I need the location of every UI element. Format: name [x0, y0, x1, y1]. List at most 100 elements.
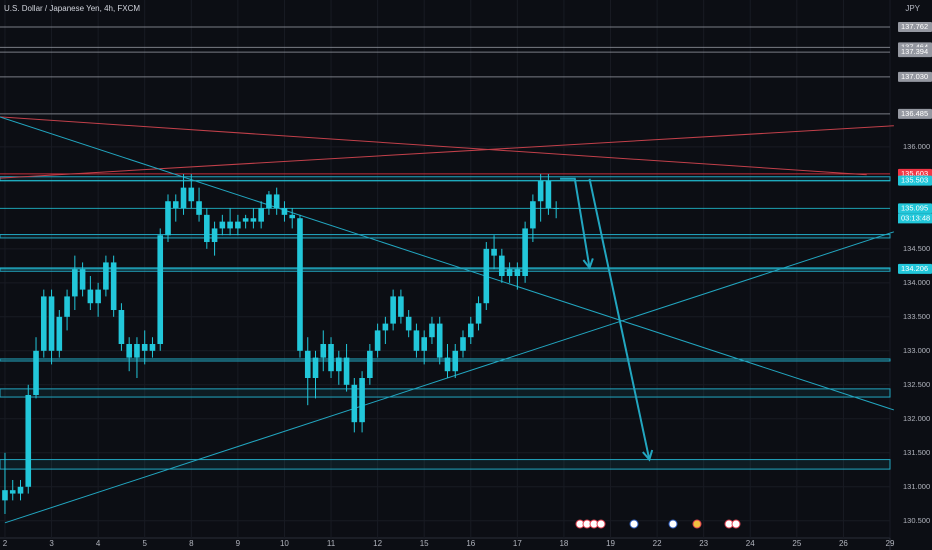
event-icon [731, 519, 741, 529]
x-tick-label: 17 [513, 539, 522, 548]
price-label-box [898, 203, 932, 214]
y-tick-label: 131.500 [903, 448, 930, 457]
price-axis: 2 3 4 5 8 9 10 11 12 15 16 17 18 19 22 23 24 25 26 29136.00… [3, 22, 932, 548]
x-tick-label: 11 [327, 539, 336, 548]
candle-body [235, 221, 241, 229]
candle-body [289, 214, 296, 219]
price-label: 137.394 [901, 47, 928, 56]
candle-body [483, 248, 490, 304]
candle-body [382, 323, 389, 331]
x-tick-label: 4 [96, 539, 101, 548]
zone [0, 388, 891, 398]
y-tick-label: 136.000 [903, 142, 930, 151]
event-icon [692, 519, 702, 529]
candle-body [522, 228, 528, 277]
trend-line [0, 116, 867, 176]
candle-body [444, 357, 451, 372]
candle-body [87, 289, 94, 304]
candle-body [506, 269, 513, 277]
candle-body [188, 187, 195, 202]
candle-body [405, 316, 412, 331]
candle-body [359, 377, 365, 423]
candle-body [452, 350, 459, 372]
event-icons [575, 519, 741, 529]
x-tick-label: 19 [606, 539, 615, 548]
y-tick-label: 134.500 [903, 244, 930, 253]
candle-body [491, 248, 497, 256]
zone [0, 234, 891, 239]
candle-body [421, 337, 427, 351]
candle-body [157, 235, 164, 345]
price-label-box [898, 263, 932, 274]
candle-body [281, 208, 288, 215]
event-icon [596, 519, 606, 529]
x-tick-label: 16 [466, 539, 475, 548]
price-label-box [898, 47, 932, 58]
x-tick-label: 22 [653, 539, 662, 548]
candle-body [2, 490, 8, 501]
candle-body [351, 384, 358, 423]
candle-body [304, 350, 311, 378]
y-tick-label: 130.500 [903, 516, 930, 525]
candle-body [17, 486, 24, 494]
candle-body [273, 194, 280, 209]
candle-body [266, 194, 272, 209]
plot [0, 26, 895, 524]
event-icon [629, 519, 639, 529]
candle-body [436, 323, 443, 358]
price-label: 135.603 [901, 169, 928, 178]
candle-body [48, 296, 55, 351]
candle-body [126, 344, 132, 358]
x-tick-label: 26 [839, 539, 848, 548]
candle-body [118, 310, 125, 345]
y-tick-label: 132.000 [903, 414, 930, 423]
arrow [560, 177, 591, 269]
countdown: 03:13:48 [901, 213, 930, 222]
candle-body [25, 394, 32, 487]
x-tick-label: 25 [792, 539, 801, 548]
price-label-box [898, 71, 932, 82]
price-label: 137.464 [901, 42, 928, 51]
x-tick-label: 24 [746, 539, 755, 548]
candle-body [312, 357, 319, 378]
x-tick-label: 29 [886, 539, 895, 548]
currency: JPY [905, 4, 920, 13]
candle-body [79, 269, 86, 290]
price-label: 135.503 [901, 176, 928, 185]
candle-body [9, 490, 16, 494]
candle-body [211, 228, 218, 243]
trend-line [0, 116, 895, 411]
x-tick-label: 5 [142, 539, 147, 548]
chart-title: U.S. Dollar / Japanese Yen, 4h, FXCM [4, 4, 140, 13]
candle-body [398, 296, 404, 317]
x-tick-label: 9 [236, 539, 241, 548]
candle-body [134, 344, 140, 358]
price-label: 137.030 [901, 72, 928, 81]
price-label-box [898, 108, 932, 119]
zone [0, 459, 891, 470]
candle-body [553, 208, 559, 210]
candle-body [258, 208, 264, 222]
candle-body [103, 262, 109, 290]
zone [0, 267, 891, 272]
candle-body [413, 330, 420, 351]
candle-body [475, 303, 482, 324]
x-tick-label: 23 [699, 539, 708, 548]
arrow-head [582, 258, 594, 270]
price-label: 136.485 [901, 109, 928, 118]
candle-body [180, 187, 187, 209]
candle-body [204, 214, 210, 243]
y-tick-label: 132.500 [903, 380, 930, 389]
candle-body [40, 296, 47, 351]
price-label: 137.762 [901, 22, 928, 31]
x-tick-label: 10 [280, 539, 289, 548]
candle-body [429, 323, 435, 338]
candle-body [33, 350, 39, 395]
price-label: 135.095 [901, 203, 928, 212]
candle-body [172, 201, 179, 209]
price-label-box [898, 175, 932, 186]
trend-line [4, 231, 895, 524]
